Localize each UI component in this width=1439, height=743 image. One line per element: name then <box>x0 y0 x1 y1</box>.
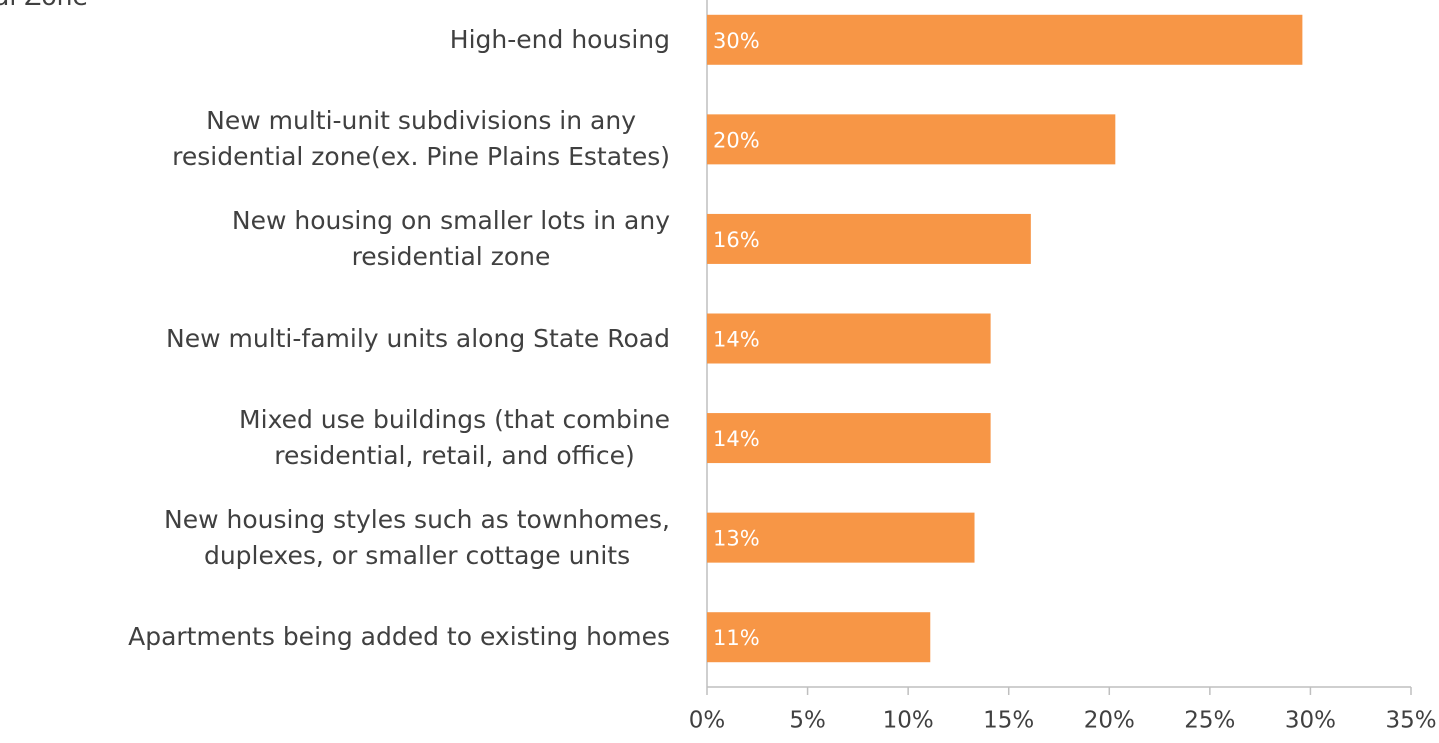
x-tick-label: 10% <box>883 708 934 734</box>
x-tick-label: 30% <box>1285 708 1336 734</box>
category-label: New multi-unit subdivisions in any resid… <box>172 106 670 172</box>
value-label: 16% <box>713 228 760 252</box>
x-tick-label: 15% <box>983 708 1034 734</box>
value-label: 14% <box>713 427 760 451</box>
x-tick-label: 35% <box>1385 708 1436 734</box>
value-label: 11% <box>713 626 760 650</box>
category-label: Apartments being added to existing homes <box>128 622 670 652</box>
bar <box>707 413 991 464</box>
value-label: 14% <box>713 328 760 352</box>
category-label: Mixed use buildings (that combine reside… <box>239 405 670 471</box>
value-label: 13% <box>713 527 760 551</box>
x-tick-label: 20% <box>1084 708 1135 734</box>
category-label: New housing on smaller lots in any resid… <box>231 205 670 271</box>
bar <box>707 612 931 663</box>
x-tick-label: 25% <box>1184 708 1235 734</box>
category-label: High-end housing <box>449 24 670 54</box>
value-label: 20% <box>713 128 760 152</box>
category-label: New housing styles such as townhomes, du… <box>164 504 670 570</box>
bar <box>707 14 1303 65</box>
value-label: 30% <box>713 29 760 53</box>
bar <box>707 313 991 364</box>
cropped-label: al Zone <box>0 0 88 11</box>
bar <box>707 213 1031 264</box>
category-label: New multi-family units along State Road <box>166 323 670 353</box>
bar <box>707 512 975 563</box>
x-tick-label: 5% <box>789 708 826 734</box>
bar <box>707 114 1116 165</box>
x-tick-label: 0% <box>689 708 726 734</box>
